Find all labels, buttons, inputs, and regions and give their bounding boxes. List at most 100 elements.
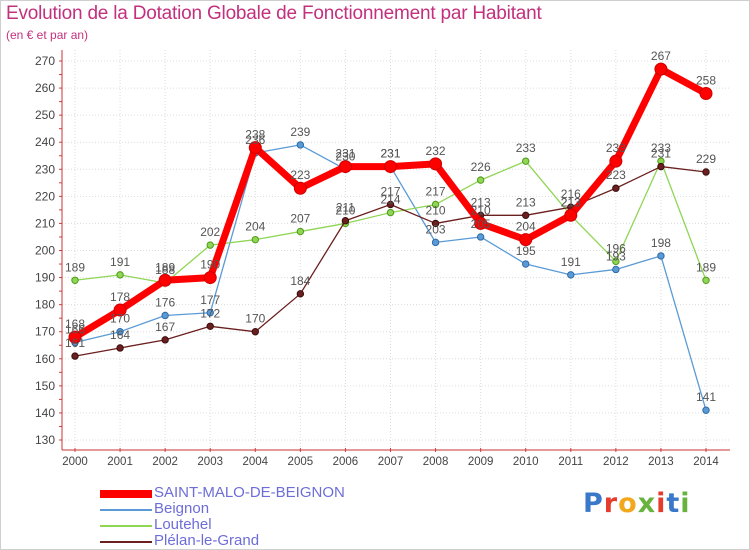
x-tick-label: 2009 xyxy=(468,456,494,468)
data-point xyxy=(476,176,485,184)
data-point xyxy=(203,271,217,285)
data-point xyxy=(657,162,665,171)
x-axis-ticks: 2000 2001 2002 2003 2004 2005 2006 2007 2008 2009… xyxy=(62,456,719,468)
data-label: 141 xyxy=(696,390,716,404)
data-point xyxy=(296,290,305,298)
data-label: 258 xyxy=(696,73,716,87)
data-point xyxy=(71,276,79,284)
x-tick-label: 2013 xyxy=(648,456,674,468)
data-point xyxy=(429,157,443,171)
data-label: 210 xyxy=(335,203,355,217)
data-label: 231 xyxy=(380,147,400,161)
legend-swatch xyxy=(100,490,152,498)
data-point xyxy=(206,241,214,249)
y-tick-label: 260 xyxy=(35,81,55,95)
x-tick-label: 2006 xyxy=(333,456,359,468)
axes xyxy=(59,50,730,452)
y-tick-label: 240 xyxy=(35,135,55,149)
data-label: 216 xyxy=(561,187,581,201)
data-point xyxy=(431,200,440,209)
data-point xyxy=(341,217,350,225)
data-point xyxy=(522,260,530,268)
data-label: 236 xyxy=(245,133,265,147)
data-point xyxy=(116,328,124,336)
data-label: 223 xyxy=(290,168,310,182)
data-label: 232 xyxy=(426,144,446,158)
data-label: 202 xyxy=(200,225,220,239)
data-point xyxy=(386,208,395,217)
data-label: 203 xyxy=(426,222,446,236)
data-point xyxy=(564,208,578,222)
y-tick-label: 160 xyxy=(35,352,55,366)
data-label: 231 xyxy=(380,147,400,161)
data-label: 177 xyxy=(200,293,220,307)
x-tick-label: 2000 xyxy=(62,456,88,468)
data-label: 164 xyxy=(110,328,130,342)
data-point xyxy=(612,184,620,192)
x-tick-label: 2004 xyxy=(242,456,268,468)
data-point xyxy=(431,219,440,228)
data-point xyxy=(699,86,713,100)
data-label: 230 xyxy=(335,149,355,163)
x-tick-label: 2002 xyxy=(152,456,178,468)
y-tick-label: 230 xyxy=(35,162,55,176)
data-point xyxy=(113,303,127,317)
data-label: 233 xyxy=(651,141,671,155)
data-label: 239 xyxy=(290,125,310,139)
data-point xyxy=(657,252,665,260)
data-label: 267 xyxy=(651,49,671,63)
x-tick-label: 2005 xyxy=(288,456,314,468)
data-label: 217 xyxy=(426,184,446,198)
chart-title: Evolution de la Dotation Globale de Fonc… xyxy=(6,3,542,24)
data-label: 210 xyxy=(471,203,491,217)
data-point xyxy=(567,271,575,279)
data-label: 229 xyxy=(696,152,716,166)
x-tick-label: 2014 xyxy=(693,456,719,468)
series-3 xyxy=(71,162,710,360)
data-point xyxy=(68,330,82,344)
legend-swatch xyxy=(100,509,152,511)
legend-label: Beignon xyxy=(154,500,210,517)
data-label: 231 xyxy=(651,147,671,161)
data-point xyxy=(522,211,530,220)
data-point xyxy=(654,62,668,76)
data-point xyxy=(522,157,530,165)
data-point xyxy=(612,257,620,266)
data-point xyxy=(384,160,397,174)
proxiti-logo: Proxiti xyxy=(583,488,691,519)
y-tick-label: 250 xyxy=(35,108,55,122)
y-axis-ticks: 130 140 150 160 170 180 190 200 210 220 230 240 250 2… xyxy=(35,54,55,447)
data-point xyxy=(519,233,533,247)
data-point xyxy=(71,352,79,360)
data-point xyxy=(158,273,172,287)
data-point xyxy=(702,276,710,284)
data-point xyxy=(296,141,305,149)
legend-label: SAINT-MALO-DE-BEIGNON xyxy=(154,484,345,501)
data-label: 191 xyxy=(561,255,581,269)
data-point xyxy=(609,154,623,168)
data-point xyxy=(116,344,124,352)
data-label: 189 xyxy=(155,260,175,274)
data-label: 161 xyxy=(65,336,85,350)
data-label: 170 xyxy=(245,312,265,326)
data-label: 226 xyxy=(471,160,491,174)
data-label: 190 xyxy=(200,258,220,272)
data-label: 184 xyxy=(290,274,310,288)
data-label: 223 xyxy=(606,168,626,182)
series-group xyxy=(68,62,713,414)
data-label: 205 xyxy=(471,217,491,231)
data-point xyxy=(474,216,488,230)
data-label: 233 xyxy=(516,141,536,155)
data-label: 196 xyxy=(606,241,626,255)
data-label: 211 xyxy=(336,201,355,215)
data-label: 172 xyxy=(200,306,220,320)
data-label: 170 xyxy=(110,312,130,326)
y-tick-label: 210 xyxy=(35,216,55,230)
data-label: 204 xyxy=(516,220,536,234)
y-tick-label: 150 xyxy=(35,379,55,393)
data-point xyxy=(116,271,124,279)
data-label: 178 xyxy=(110,290,130,304)
data-label: 231 xyxy=(335,147,355,161)
x-tick-label: 2007 xyxy=(378,456,404,468)
y-tick-label: 140 xyxy=(35,406,55,420)
